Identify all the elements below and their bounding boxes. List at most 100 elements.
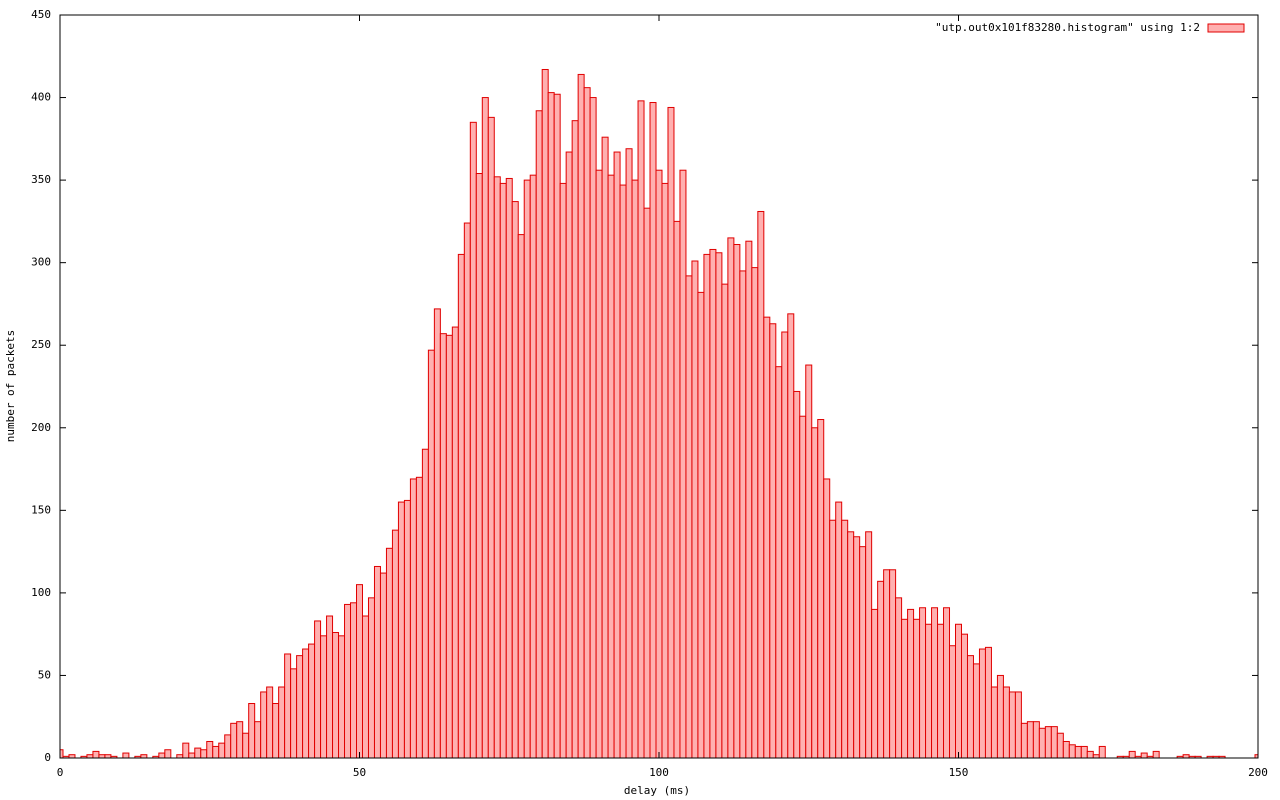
bar bbox=[296, 655, 304, 759]
bar bbox=[421, 448, 429, 759]
bar bbox=[1140, 752, 1148, 759]
bar bbox=[367, 597, 375, 759]
bar bbox=[1002, 686, 1010, 759]
bar bbox=[577, 73, 585, 759]
y-axis-label: number of packets bbox=[4, 330, 17, 443]
bar bbox=[361, 615, 369, 759]
bar bbox=[385, 547, 393, 759]
x-tick-label: 150 bbox=[949, 766, 969, 779]
bar bbox=[1008, 691, 1016, 759]
bar bbox=[308, 643, 316, 759]
bar bbox=[427, 349, 435, 759]
bar bbox=[547, 92, 555, 759]
bar bbox=[871, 608, 879, 759]
bar bbox=[841, 519, 849, 759]
bar bbox=[230, 722, 238, 759]
bar bbox=[751, 267, 759, 759]
bar bbox=[1068, 744, 1076, 759]
bar bbox=[158, 752, 166, 759]
bar bbox=[889, 569, 897, 759]
bar bbox=[901, 618, 909, 759]
bar bbox=[667, 106, 675, 759]
bar bbox=[218, 742, 226, 759]
bar bbox=[254, 721, 262, 759]
bar bbox=[559, 182, 567, 759]
bar bbox=[511, 201, 519, 759]
bar bbox=[649, 102, 657, 759]
bar bbox=[727, 237, 735, 759]
bar bbox=[805, 364, 813, 759]
bar bbox=[966, 655, 974, 759]
bar bbox=[314, 620, 322, 759]
bar bbox=[212, 745, 220, 759]
bar bbox=[272, 703, 280, 759]
bar bbox=[290, 668, 298, 759]
bar bbox=[1026, 721, 1034, 759]
bar bbox=[356, 584, 363, 759]
bar bbox=[859, 546, 867, 759]
legend-swatch bbox=[1207, 23, 1245, 33]
bar bbox=[709, 248, 717, 759]
bar bbox=[637, 100, 645, 759]
bar bbox=[517, 234, 525, 759]
bar bbox=[715, 252, 723, 759]
bar bbox=[1062, 740, 1070, 759]
bar bbox=[835, 501, 843, 759]
bar bbox=[972, 663, 980, 759]
bar bbox=[847, 531, 855, 759]
bar bbox=[673, 220, 681, 759]
bar bbox=[817, 419, 825, 759]
bar bbox=[613, 151, 621, 759]
bar bbox=[984, 646, 992, 759]
bar bbox=[775, 366, 783, 759]
bar bbox=[1050, 726, 1058, 759]
bar bbox=[895, 597, 903, 759]
y-tick-label: 450 bbox=[31, 8, 51, 21]
bar bbox=[937, 623, 945, 759]
bar bbox=[823, 478, 831, 759]
bar bbox=[499, 182, 507, 759]
bar bbox=[182, 742, 190, 759]
bar bbox=[571, 120, 579, 759]
bar bbox=[631, 179, 639, 759]
bar bbox=[769, 323, 777, 759]
bar bbox=[463, 222, 471, 759]
bar bbox=[1032, 721, 1040, 759]
bar bbox=[523, 179, 531, 759]
bar bbox=[703, 253, 711, 759]
bar bbox=[949, 645, 957, 759]
bar bbox=[373, 565, 381, 759]
bar bbox=[931, 607, 939, 759]
bar bbox=[1014, 691, 1022, 759]
bar bbox=[1086, 750, 1094, 759]
bar bbox=[266, 686, 274, 759]
bar bbox=[338, 635, 346, 759]
bar bbox=[757, 210, 765, 759]
bar bbox=[721, 283, 729, 759]
bar bbox=[206, 740, 214, 759]
legend-label: "utp.out0x101f83280.histogram" using 1:2 bbox=[935, 21, 1200, 34]
y-tick-label: 300 bbox=[31, 256, 51, 269]
bar bbox=[1080, 745, 1088, 759]
x-tick-label: 50 bbox=[353, 766, 366, 779]
bar bbox=[877, 580, 885, 759]
bar bbox=[996, 674, 1004, 759]
bar bbox=[451, 326, 459, 759]
bar bbox=[1074, 745, 1082, 759]
bar bbox=[397, 501, 405, 759]
bar bbox=[1044, 726, 1052, 759]
bar bbox=[793, 390, 801, 759]
bar bbox=[583, 87, 591, 759]
bar bbox=[763, 316, 771, 759]
bar bbox=[697, 291, 705, 759]
bar bbox=[505, 177, 513, 759]
bar bbox=[781, 331, 789, 759]
bar bbox=[619, 184, 627, 759]
bar bbox=[415, 476, 423, 759]
bar bbox=[601, 136, 609, 759]
bar bbox=[1056, 732, 1064, 759]
bar bbox=[907, 608, 915, 759]
bar bbox=[445, 334, 453, 759]
bar bbox=[990, 686, 998, 759]
